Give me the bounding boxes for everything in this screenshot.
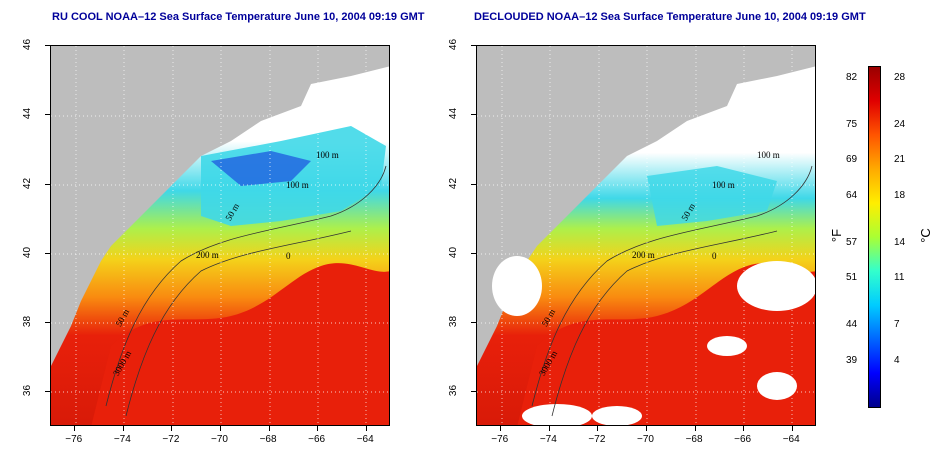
left-sst-map: 100 m 100 m 50 m 200 m 0 50 m 3000 m <box>50 45 390 426</box>
left-y-tick-mark <box>45 391 50 393</box>
left-x-tick-mark <box>365 426 367 431</box>
colorbar-fahrenheit-tick: 51 <box>846 272 858 284</box>
right-y-tick-mark <box>471 114 476 116</box>
isobath-label: 0 <box>286 251 291 261</box>
right-y-tick-label: 38 <box>448 316 460 328</box>
left-y-tick-label: 40 <box>22 246 34 258</box>
right-x-tick-mark <box>791 426 793 431</box>
left-y-tick-mark <box>45 183 50 185</box>
graticule <box>51 46 389 425</box>
left-y-tick-label: 42 <box>22 177 34 189</box>
isobath-label: 100 m <box>757 150 780 160</box>
isobath-3000m <box>551 230 778 417</box>
right-y-tick-label: 36 <box>448 385 460 397</box>
right-y-tick-mark <box>471 391 476 393</box>
right-x-tick-mark <box>743 426 745 431</box>
right-x-tick-mark <box>500 426 502 431</box>
isobath-label: 0 <box>712 251 717 261</box>
left-y-tick-mark <box>45 252 50 254</box>
isobath-200m <box>105 165 387 407</box>
unit-celsius-label: °C <box>917 228 933 243</box>
left-x-tick-label: −76 <box>65 434 83 445</box>
cold-water-patch <box>647 166 777 226</box>
colorbar-fahrenheit-tick: 57 <box>846 236 858 248</box>
land-mass <box>477 46 815 366</box>
right-sst-map: 100 m 100 m 50 m 200 m 0 50 m 3000 m <box>476 45 816 426</box>
colorbar-fahrenheit-tick: 75 <box>846 118 858 130</box>
colorbar-celsius-tick: 28 <box>894 71 906 83</box>
blue-water-patch <box>211 151 311 186</box>
right-y-tick-label: 44 <box>448 108 460 120</box>
left-y-tick-label: 44 <box>22 108 34 120</box>
colorbar-fahrenheit-tick: 82 <box>846 71 858 83</box>
isobath-3000m <box>125 230 352 417</box>
right-y-tick-label: 40 <box>448 246 460 258</box>
right-map-title: DECLOUDED NOAA–12 Sea Surface Temperatur… <box>474 11 866 23</box>
isobath-label: 100 m <box>316 150 339 160</box>
right-x-tick-label: −76 <box>491 434 509 445</box>
right-x-tick-label: −66 <box>734 434 752 445</box>
gulf-stream <box>517 263 815 425</box>
colorbar-celsius-tick: 24 <box>894 118 906 130</box>
right-y-tick-mark <box>471 45 476 46</box>
left-y-tick-mark <box>45 45 50 46</box>
colorbar-celsius-tick: 4 <box>894 354 900 366</box>
left-x-tick-label: −74 <box>113 434 131 445</box>
colorbar-celsius-tick: 21 <box>894 154 906 166</box>
right-x-tick-label: −74 <box>539 434 557 445</box>
colorbar-fahrenheit-tick: 64 <box>846 189 858 201</box>
left-y-tick-mark <box>45 322 50 324</box>
left-x-tick-mark <box>122 426 124 431</box>
left-y-tick-label: 38 <box>22 316 34 328</box>
left-x-tick-mark <box>268 426 270 431</box>
colorbar-celsius-tick: 18 <box>894 189 906 201</box>
right-x-tick-label: −68 <box>685 434 703 445</box>
isobath-label: 200 m <box>196 250 219 260</box>
isobath-label: 100 m <box>712 180 735 190</box>
left-x-tick-label: −64 <box>356 434 374 445</box>
colorbar-celsius-tick: 14 <box>894 236 906 248</box>
left-x-tick-mark <box>74 426 76 431</box>
left-x-tick-label: −68 <box>259 434 277 445</box>
land-mass <box>51 46 389 366</box>
left-x-tick-mark <box>220 426 221 431</box>
colorbar-celsius-tick: 11 <box>894 272 905 284</box>
right-x-tick-mark <box>548 426 550 431</box>
left-x-tick-mark <box>171 426 173 431</box>
colorbar-celsius-tick: 7 <box>894 319 900 331</box>
right-y-tick-mark <box>471 322 476 324</box>
left-x-tick-mark <box>317 426 319 431</box>
right-y-tick-mark <box>471 252 476 254</box>
cloud-mask <box>492 256 815 425</box>
right-x-tick-mark <box>597 426 599 431</box>
colorbar-fahrenheit-tick: 44 <box>846 319 858 331</box>
right-y-tick-label: 46 <box>448 38 460 51</box>
right-y-tick-label: 42 <box>448 177 460 189</box>
left-y-tick-label: 36 <box>22 385 34 397</box>
left-y-tick-label: 46 <box>22 38 34 51</box>
colorbar-fahrenheit-tick: 69 <box>846 154 858 166</box>
isobath-label: 100 m <box>286 180 309 190</box>
isobath-label: 200 m <box>632 250 655 260</box>
right-x-tick-mark <box>646 426 647 431</box>
right-x-tick-label: −72 <box>588 434 606 445</box>
left-x-tick-label: −70 <box>211 434 228 445</box>
left-x-tick-label: −72 <box>162 434 180 445</box>
graticule <box>477 46 815 425</box>
colorbar-fahrenheit-tick: 39 <box>846 354 858 366</box>
gulf-stream <box>91 263 389 425</box>
left-map-title: RU COOL NOAA–12 Sea Surface Temperature … <box>52 11 425 23</box>
right-x-tick-mark <box>694 426 696 431</box>
colorbar <box>868 66 881 408</box>
right-x-tick-label: −70 <box>637 434 654 445</box>
right-y-tick-mark <box>471 183 476 185</box>
isobath-200m <box>531 165 813 407</box>
right-x-tick-label: −64 <box>782 434 800 445</box>
left-y-tick-mark <box>45 114 50 116</box>
left-x-tick-label: −66 <box>308 434 326 445</box>
unit-fahrenheit-label: °F <box>829 228 845 243</box>
